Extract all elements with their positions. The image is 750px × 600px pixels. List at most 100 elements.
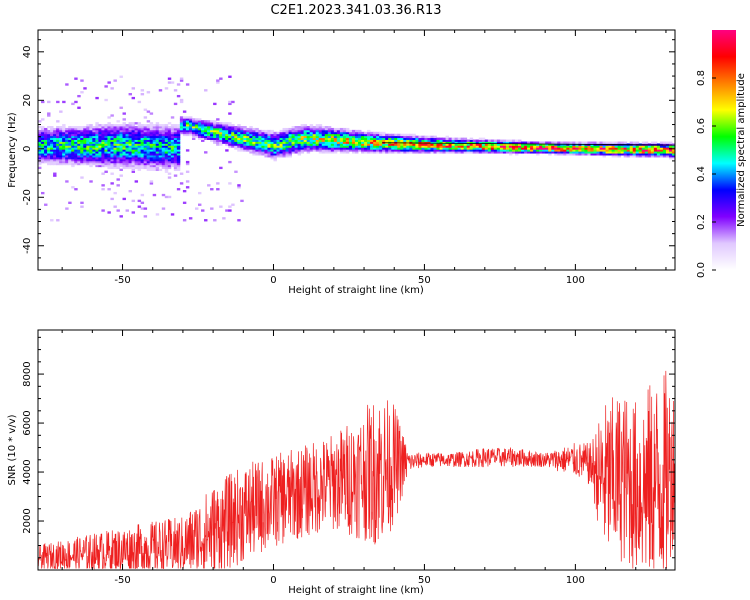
spectrogram-cell [149,129,154,133]
spectrogram-cell [421,135,425,139]
spectrogram-cell [143,124,148,127]
spectrogram-cell [511,141,516,144]
spectrogram-cell [131,141,136,144]
spectrogram-cell [367,145,371,148]
spectrogram-cell [219,139,223,142]
spectrogram-cell [342,151,347,154]
spectrogram-cell [143,162,148,166]
spectrogram-cell [104,124,108,127]
spectrogram-cell [330,143,335,146]
spectrogram-cell [41,135,45,139]
spectrogram-cell [370,141,374,144]
spectrogram-cell [137,155,142,158]
spectrogram-cell [638,149,643,152]
spectrogram-cell [228,102,232,106]
spectrogram-cell [47,160,51,164]
spectrogram-cell [379,139,383,142]
spectrogram-cell [551,147,555,150]
spectrogram-cell [74,151,78,154]
spectrogram-cell [185,122,190,125]
spectrogram-cell [59,160,63,164]
spectrogram-cell [321,135,326,139]
spectrogram-cell [348,141,353,144]
spectrogram-cell [164,166,169,170]
spectrogram-cell [361,135,365,139]
spectrogram-cell [288,127,292,131]
spectrogram-cell [243,141,247,144]
spectrogram-cell [442,143,446,146]
spectrogram-cell [650,153,655,156]
spectrogram-cell [50,162,54,166]
spectrogram-cell [508,147,513,150]
spectrogram-cell [300,124,305,127]
spectrogram-cell [490,147,495,150]
spectrogram-cell [665,145,670,148]
spectrogram-cell [342,129,347,133]
spectrogram-cell [391,145,395,148]
spectrogram-cell [116,157,120,160]
spectrogram-cell [240,145,244,148]
spectrogram-cell [442,145,446,148]
spectrogram-cell [176,135,181,139]
spectrogram-cell [276,131,280,135]
spectrogram-cell [131,145,136,148]
spectrogram-cell [95,126,99,129]
spectrogram-cell [496,147,501,150]
spectrogram-cell [50,127,54,131]
spectrogram-cell [137,124,142,127]
spectrogram-cell [170,135,175,139]
spectrogram-cell [101,127,105,131]
spectrogram-cell [409,143,413,146]
spectrogram-cell [351,151,356,154]
spectrogram-cell [466,151,471,154]
spectrogram-cell [397,133,401,137]
spectrogram-cell [641,141,646,144]
spectrogram-cell [312,129,317,133]
spectrogram-cell [71,143,75,146]
spectrogram-cell [167,195,172,199]
spectrogram-cell [116,143,120,146]
spectrogram-cell [191,120,196,123]
spectrogram-cell [161,124,166,127]
spectrogram-cell [231,135,235,139]
spectrogram-cell [261,131,265,135]
spectrogram-cell [575,145,579,148]
spectrogram-cell [228,205,232,208]
spectrogram-cell [291,129,296,133]
snr-series-line [37,370,676,570]
spectrogram-cell [391,151,395,154]
spectrogram-cell [321,137,326,140]
spectrogram-cell [228,131,232,135]
spectrogram-cell [92,157,96,160]
spectrogram-cell [303,133,308,137]
spectrogram-cell [77,126,81,129]
spectrogram-cell [182,116,187,119]
spectrogram-cell [611,155,616,158]
spectrogram-cell [225,137,229,140]
spectrogram-cell [44,157,48,160]
spectrogram-cell [376,135,380,139]
spectrogram-cell [249,151,253,154]
spectrogram-cell [300,127,305,131]
spectrogram-cell [98,153,102,156]
spectrogram-cell [324,149,329,152]
spectrogram-cell [647,145,652,148]
spectrogram-cell [68,162,72,166]
spectrogram-cell [204,89,208,92]
spectrogram-cell [403,137,407,140]
spectrogram-cell [270,149,274,152]
spectrogram-cell [496,149,501,152]
spectrogram-cell [602,155,606,158]
spectrogram-cell [653,141,658,144]
spectrogram-cell [533,143,537,146]
spectrogram-cell [463,151,468,154]
spectrogram-cell [240,137,244,140]
spectrogram-cell [288,151,292,154]
spectrogram-cell [255,129,259,133]
spectrogram-cell [74,155,78,158]
spectrogram-cell [348,145,353,148]
spectrogram-cell [131,162,136,166]
spectrogram-cell [143,137,148,140]
spectrogram-cell [101,184,105,187]
spectrogram-cell [542,141,546,144]
